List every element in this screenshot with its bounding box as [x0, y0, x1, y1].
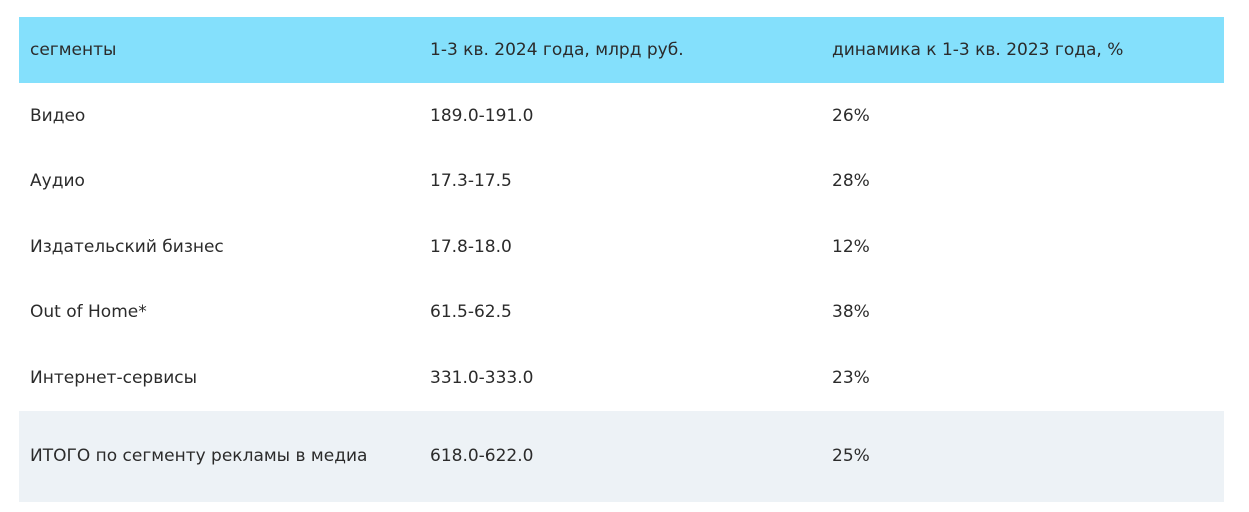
cell: 26% [832, 105, 870, 126]
cell: Видео [30, 105, 86, 126]
cell: Интернет-сервисы [30, 367, 198, 388]
cell: 17.3-17.5 [430, 171, 512, 192]
cell: Out of Home* [30, 302, 147, 323]
cell: 618.0-622.0 [430, 446, 534, 466]
cell: 189.0-191.0 [430, 105, 534, 126]
cell: сегменты [30, 40, 117, 60]
table: сегменты 1-3 кв. 2024 года, млрд руб. дина… [19, 17, 1224, 502]
table-row: Издательский бизнес 17.8-18.0 12% [19, 214, 1224, 280]
cell: 1-3 кв. 2024 года, млрд руб. [430, 40, 684, 60]
cell: 25% [832, 446, 870, 466]
cell: динамика к 1-3 кв. 2023 года, % [832, 40, 1124, 60]
cell: 38% [832, 302, 870, 323]
cell: 12% [832, 236, 870, 257]
table-row: Out of Home* 61.5-62.5 38% [19, 280, 1224, 346]
table-row: Видео 189.0-191.0 26% [19, 83, 1224, 149]
total-row: ИТОГО по сегменту рекламы в медиа 618.0-6… [19, 410, 1224, 502]
table-row: Интернет-сервисы 331.0-333.0 23% [19, 345, 1224, 411]
cell: Издательский бизнес [30, 236, 224, 257]
cell: 28% [832, 171, 870, 192]
cell: 331.0-333.0 [430, 367, 534, 388]
cell: 23% [832, 367, 870, 388]
header-row: сегменты 1-3 кв. 2024 года, млрд руб. дина… [19, 17, 1224, 83]
table-row: Аудио 17.3-17.5 28% [19, 149, 1224, 215]
cell: ИТОГО по сегменту рекламы в медиа [30, 446, 368, 466]
cell: Аудио [30, 171, 85, 192]
cell: 17.8-18.0 [430, 236, 512, 257]
cell: 61.5-62.5 [430, 302, 512, 323]
